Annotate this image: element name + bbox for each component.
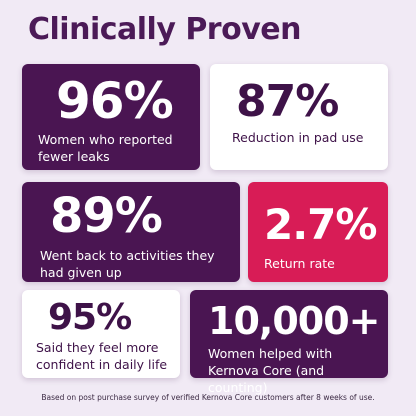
- stat-card: 2.7% Return rate: [248, 182, 388, 282]
- stat-value: 89%: [50, 188, 163, 244]
- stat-value: 95%: [48, 297, 132, 338]
- footnote: Based on post purchase survey of verifie…: [41, 393, 375, 402]
- stat-card: 89% Went back to activities they had giv…: [22, 182, 240, 282]
- title: Clinically Proven: [28, 12, 301, 47]
- stat-card: 87% Reduction in pad use: [210, 64, 388, 170]
- stat-card: 95% Said they feel more confident in dai…: [22, 290, 180, 378]
- stat-card: 96% Women who reported fewer leaks: [22, 64, 200, 170]
- stat-description: Reduction in pad use: [232, 130, 364, 145]
- stat-description: Women who reported fewer leaks: [38, 132, 173, 164]
- stat-value: 96%: [56, 72, 174, 130]
- stat-value: 2.7%: [264, 200, 377, 249]
- stat-description: Return rate: [264, 256, 335, 271]
- stat-description: Went back to activities they had given u…: [40, 248, 215, 280]
- stat-card: 10,000+ Women helped with Kernova Core (…: [190, 290, 388, 395]
- stat-value: 10,000+: [208, 299, 380, 343]
- stat-description: Said they feel more confident in daily l…: [36, 340, 168, 372]
- stat-value: 87%: [236, 76, 339, 127]
- stat-description: Women helped with Kernova Core (and coun…: [208, 346, 333, 395]
